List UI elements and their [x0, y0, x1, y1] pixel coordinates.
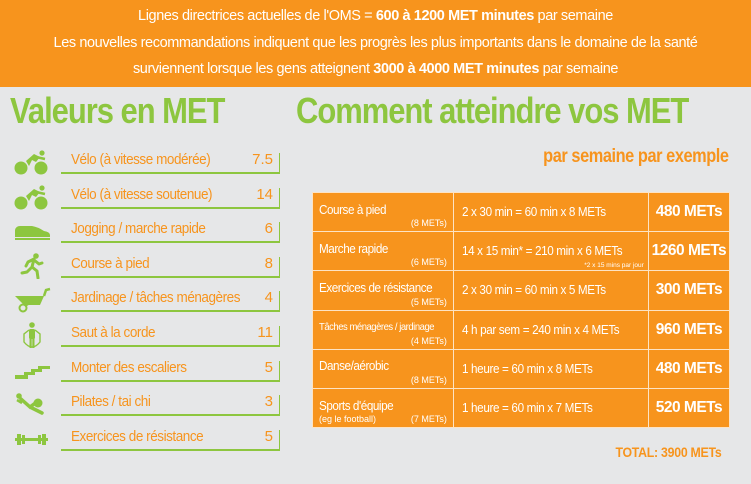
list-item: Course à pied 8 — [10, 249, 281, 284]
stairs-icon — [12, 357, 52, 383]
pilates-icon — [12, 391, 52, 417]
row-total: 520 METs — [647, 387, 731, 429]
activity-label: Monter des escaliers — [71, 358, 187, 376]
guidelines-banner: Lignes directrices actuelles de l'OMS = … — [0, 0, 751, 87]
calculation: 1 heure = 60 min x 7 METs — [461, 400, 593, 416]
activity-label: Course à pied — [71, 254, 150, 272]
calculation: 2 x 30 min = 60 min x 5 METs — [461, 282, 606, 298]
table-row: Tâches ménagères / jardinage (4 METs) 4 h… — [312, 309, 731, 350]
table-row: Exercices de résistance (5 METs) 2 x 30 m… — [312, 270, 731, 311]
row-total: 480 METs — [647, 191, 731, 233]
bicycle-icon — [12, 184, 52, 210]
activity-mets: (4 METs) — [410, 335, 447, 346]
met-value: 5 — [264, 358, 273, 376]
activity-name: Exercices de résistance — [319, 279, 433, 295]
calculation: 14 x 15 min* = 210 min x 6 METs — [461, 243, 623, 259]
row-total: 1260 METs — [647, 231, 731, 272]
list-item: Jardinage / tâches ménagères 4 — [10, 283, 281, 318]
dumbbell-icon — [12, 426, 52, 452]
table-row: Danse/aérobic (8 METs) 1 heure = 60 min x… — [312, 348, 731, 389]
list-item: Saut à la corde 11 — [10, 318, 281, 353]
met-value: 4 — [264, 289, 273, 307]
grand-total: TOTAL: 3900 METs — [615, 444, 721, 460]
activity-label: Saut à la corde — [71, 323, 156, 341]
activity-mets: (5 METs) — [410, 296, 447, 307]
table-row: Sports d'équipe (eg le football) (7 METs) … — [312, 387, 731, 429]
activity-label: Pilates / tai chi — [71, 393, 151, 411]
how-to-subtitle: par semaine par exemple — [543, 146, 730, 167]
activity-mets: (6 METs) — [410, 257, 447, 268]
met-value: 7.5 — [252, 151, 273, 168]
met-values-list: Vélo (à vitesse modérée) 7.5 Vélo (à vit… — [10, 145, 281, 457]
activity-label: Vélo (à vitesse modérée) — [71, 151, 211, 168]
jump-rope-icon — [12, 322, 52, 348]
how-to-title: Comment atteindre vos MET — [296, 90, 689, 131]
activity-label: Jardinage / tâches ménagères — [71, 289, 241, 307]
met-value: 3 — [264, 393, 273, 411]
met-value: 11 — [257, 323, 273, 341]
met-values-title: Valeurs en MET — [10, 90, 225, 131]
row-total: 960 METs — [647, 309, 731, 350]
list-item: Exercices de résistance 5 — [10, 422, 281, 457]
weekly-examples-table: Course à pied (8 METs) 2 x 30 min = 60 mi… — [312, 191, 731, 429]
table-row: Course à pied (8 METs) 2 x 30 min = 60 mi… — [312, 191, 731, 233]
activity-note: (eg le football) — [319, 414, 377, 425]
met-value: 6 — [264, 220, 273, 238]
wheelbarrow-icon — [12, 287, 52, 313]
table-row: Marche rapide (6 METs) 14 x 15 min* = 210… — [312, 231, 731, 272]
activity-label: Exercices de résistance — [71, 427, 204, 445]
met-value: 14 — [256, 185, 273, 203]
list-item: Jogging / marche rapide 6 — [10, 214, 281, 249]
bicycle-icon — [12, 149, 52, 175]
calculation: 4 h par sem = 240 min x 4 METs — [461, 321, 620, 337]
row-total: 300 METs — [647, 270, 731, 311]
activity-label: Jogging / marche rapide — [71, 220, 206, 238]
list-item: Monter des escaliers 5 — [10, 353, 281, 388]
list-item: Vélo (à vitesse modérée) 7.5 — [10, 145, 281, 180]
activity-mets: (7 METs) — [410, 414, 447, 425]
banner-line-3: surviennent lorsque les gens atteignent … — [132, 61, 619, 77]
met-value: 8 — [264, 254, 273, 272]
activity-mets: (8 METs) — [410, 218, 447, 229]
activity-name: Tâches ménagères / jardinage — [319, 320, 435, 333]
calculation: 2 x 30 min = 60 min x 8 METs — [461, 204, 606, 220]
calculation: 1 heure = 60 min x 8 METs — [461, 360, 593, 376]
runner-icon — [12, 252, 52, 279]
activity-label: Vélo (à vitesse soutenue) — [71, 185, 213, 203]
banner-line-1: Lignes directrices actuelles de l'OMS = … — [138, 8, 613, 24]
activity-name: Sports d'équipe — [319, 397, 394, 413]
met-value: 5 — [264, 427, 273, 445]
banner-line-2: Les nouvelles recommandations indiquent … — [53, 35, 698, 51]
activity-mets: (8 METs) — [410, 374, 447, 385]
shoe-icon — [12, 218, 52, 244]
row-total: 480 METs — [647, 348, 731, 389]
activity-name: Course à pied — [319, 201, 387, 217]
list-item: Pilates / tai chi 3 — [10, 387, 281, 422]
list-item: Vélo (à vitesse soutenue) 14 — [10, 180, 281, 215]
activity-name: Marche rapide — [319, 240, 388, 256]
activity-name: Danse/aérobic — [319, 358, 389, 374]
calculation-footnote: *2 x 15 mins par jour — [584, 262, 644, 270]
